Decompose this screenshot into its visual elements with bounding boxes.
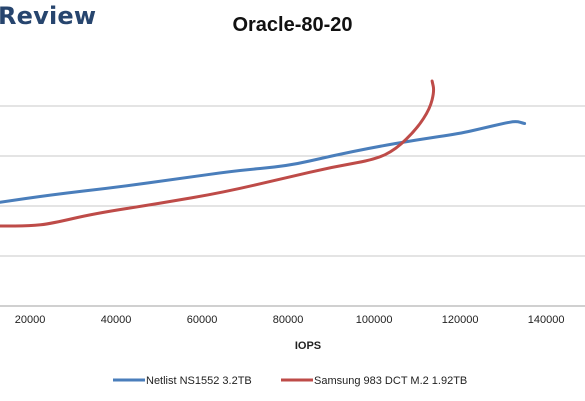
gridlines [0, 105, 585, 307]
x-axis-ticks: 20000 40000 60000 80000 100000 120000 140000 [15, 314, 565, 326]
series-lines [0, 79, 527, 228]
x-axis-label: IOPS [295, 340, 321, 352]
legend: Netlist NS1552 3.2TB Samsung 983 DCT M.2 … [113, 375, 467, 387]
chart-title: Oracle-80-20 [232, 14, 353, 36]
x-tick-label: 40000 [101, 314, 132, 326]
series-line-1 [0, 120, 527, 204]
x-tick-label: 20000 [15, 314, 46, 326]
x-tick-label: 100000 [356, 314, 393, 326]
x-tick-label: 60000 [187, 314, 218, 326]
x-tick-label: 140000 [528, 314, 565, 326]
legend-label-2: Samsung 983 DCT M.2 1.92TB [314, 375, 467, 387]
x-tick-label: 120000 [442, 314, 479, 326]
legend-label-1: Netlist NS1552 3.2TB [146, 375, 252, 387]
x-tick-label: 80000 [273, 314, 304, 326]
brand-wordmark: Review [0, 2, 97, 30]
series-line-2 [0, 79, 436, 228]
